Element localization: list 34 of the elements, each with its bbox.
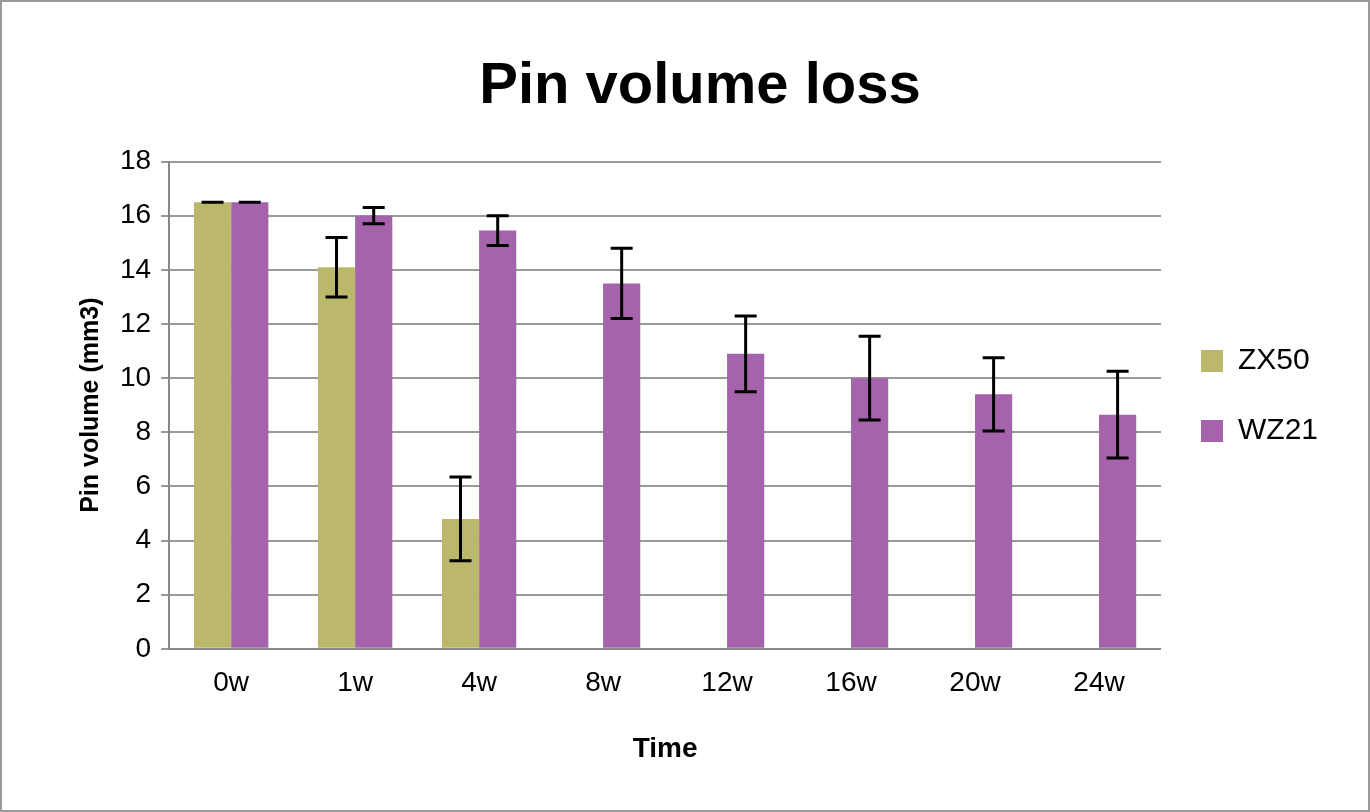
bar bbox=[727, 353, 765, 648]
bar bbox=[479, 230, 517, 648]
x-tick-label: 0w bbox=[213, 666, 250, 698]
y-axis-title: Pin volume (mm3) bbox=[74, 297, 103, 513]
y-tick-label: 6 bbox=[135, 469, 152, 501]
y-tick-label: 16 bbox=[119, 198, 152, 230]
y-tick-label: 4 bbox=[135, 523, 152, 555]
x-tick-label: 24w bbox=[1073, 666, 1126, 698]
bar bbox=[193, 202, 232, 648]
y-tick-label: 2 bbox=[135, 577, 152, 609]
x-tick-label: 16w bbox=[825, 666, 878, 698]
bar bbox=[317, 267, 356, 648]
y-tick-label: 12 bbox=[119, 306, 152, 338]
x-tick-label: 20w bbox=[949, 666, 1002, 698]
legend-label: WZ21 bbox=[1237, 412, 1319, 446]
bar bbox=[851, 378, 889, 648]
y-tick-label: 0 bbox=[135, 631, 152, 663]
x-axis-title: Time bbox=[632, 731, 698, 763]
bar bbox=[441, 518, 480, 648]
bar bbox=[603, 283, 641, 648]
y-tick-label: 10 bbox=[119, 360, 152, 392]
y-tick-label: 18 bbox=[119, 144, 152, 176]
chart-title: Pin volume loss bbox=[479, 49, 921, 115]
bar bbox=[231, 202, 269, 648]
bar bbox=[975, 394, 1013, 648]
x-tick-label: 1w bbox=[337, 666, 374, 698]
x-tick-label: 8w bbox=[585, 666, 622, 698]
y-tick-label: 14 bbox=[119, 252, 152, 284]
bar bbox=[1099, 414, 1137, 648]
x-tick-label: 12w bbox=[701, 666, 754, 698]
x-tick-label: 4w bbox=[461, 666, 498, 698]
legend-label: ZX50 bbox=[1237, 342, 1310, 376]
y-tick-label: 8 bbox=[135, 414, 152, 446]
bar bbox=[355, 215, 393, 648]
